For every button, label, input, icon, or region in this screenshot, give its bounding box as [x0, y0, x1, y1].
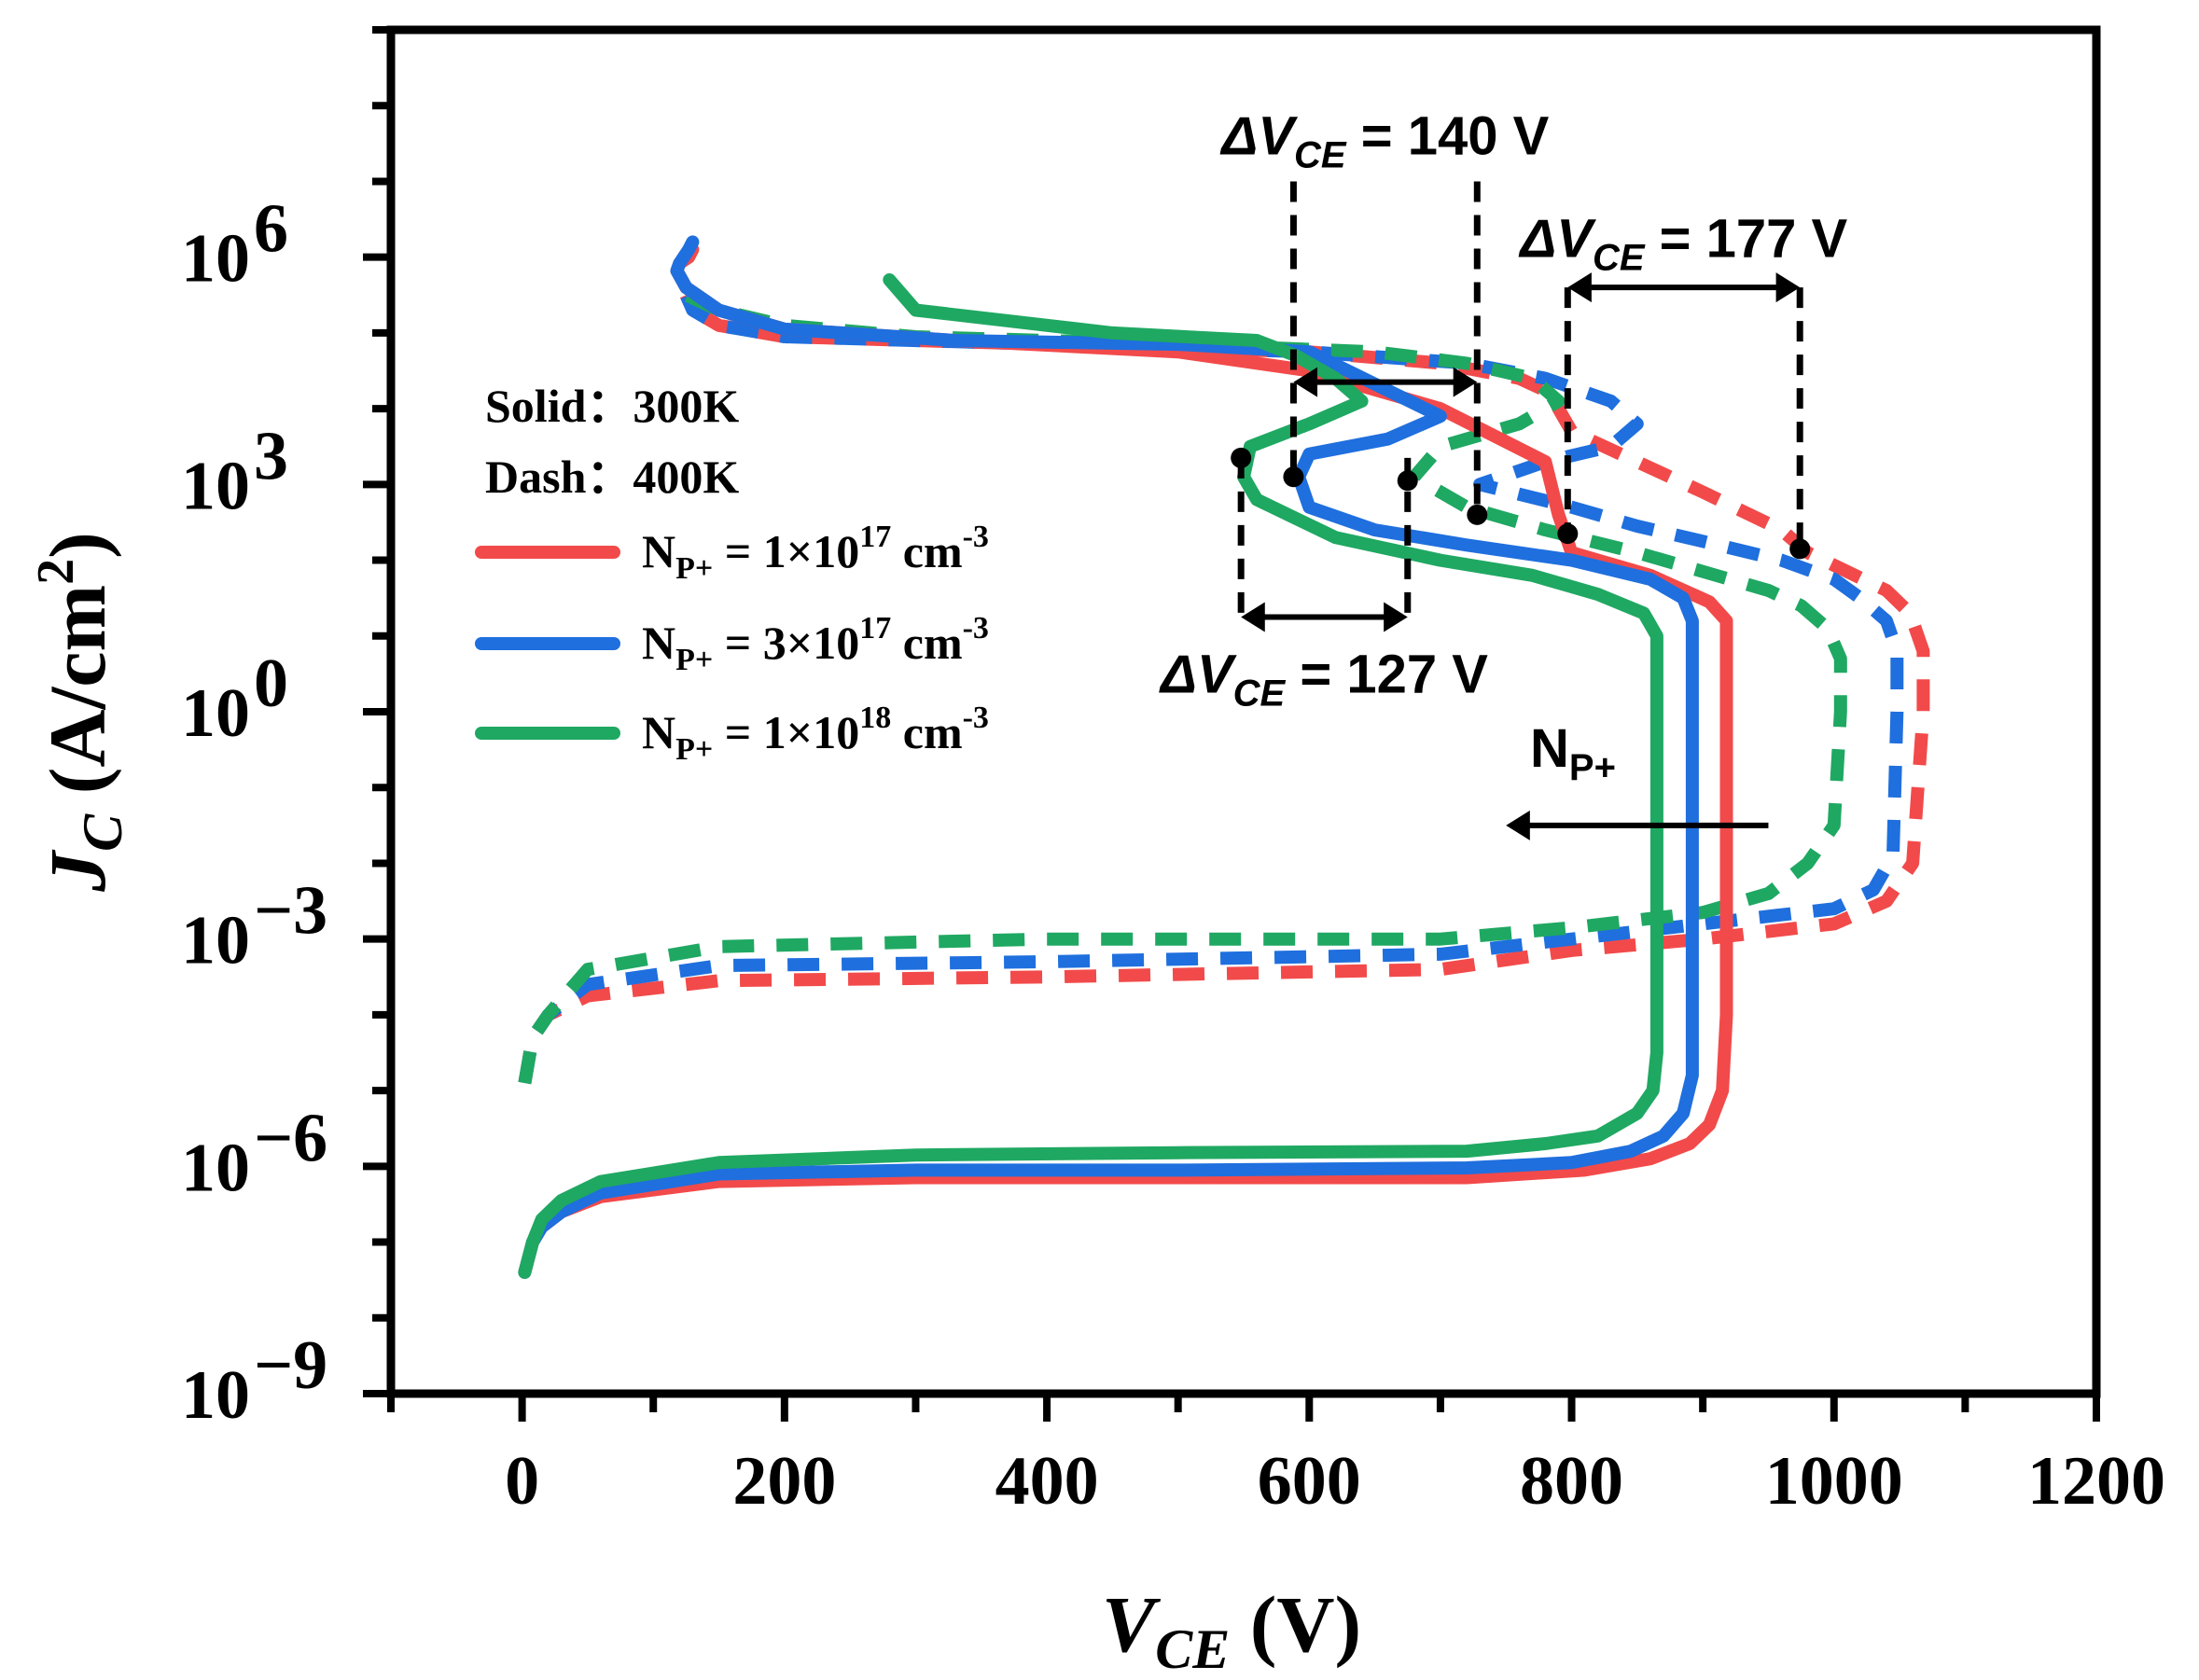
delta-marker	[1789, 538, 1811, 560]
legend-note-solid: Solid：300K	[485, 380, 739, 432]
y-axis-label-unit: (A/cm	[33, 585, 122, 814]
delta-marker	[1467, 504, 1488, 525]
y-tick-label-exp: 3	[254, 418, 288, 494]
delta-marker	[1231, 447, 1252, 468]
x-axis-label-sub: CE	[1155, 1618, 1230, 1680]
delta-label: ΔVCE = 127 V	[1159, 644, 1488, 714]
x-tick-label: 1000	[1765, 1443, 1903, 1520]
x-axis-label-unit: (V)	[1230, 1579, 1361, 1669]
delta-marker	[1557, 523, 1579, 545]
x-tick-label: 600	[1258, 1443, 1361, 1520]
delta-label: ΔVCE = 177 V	[1518, 208, 1847, 278]
series-line-1	[518, 235, 1699, 1279]
series-layer	[518, 235, 1930, 1279]
y-tick-label: 10	[181, 903, 250, 979]
arrow-head	[1241, 602, 1265, 632]
y-tick-label-exp: −9	[254, 1327, 327, 1404]
delta-marker	[1283, 466, 1304, 488]
x-tick-label: 0	[505, 1443, 539, 1520]
y-axis-label-sub: C	[72, 813, 133, 852]
x-tick-label: 200	[732, 1443, 836, 1520]
series-line-5	[518, 288, 1847, 1085]
delta-label: ΔVCE = 140 V	[1219, 106, 1549, 176]
arrow-head	[1567, 272, 1592, 303]
x-tick-label: 800	[1520, 1443, 1623, 1520]
y-axis-label-sup: 2	[27, 559, 85, 585]
y-tick-label-exp: −3	[254, 873, 327, 950]
y-tick-label: 10	[181, 221, 250, 298]
y-axis-label-main: J	[33, 849, 122, 893]
arrow-head	[1506, 810, 1530, 840]
legend-entry-1e17: NP+ = 1×1017 cm-3	[642, 520, 989, 586]
delta-annotation-1: ΔVCE = 177 V	[1518, 208, 1848, 560]
y-tick-label-exp: −6	[254, 1100, 327, 1176]
annotation-layer: ΔVCE = 140 V ΔVCE = 177 V ΔVCE = 127 V	[1159, 106, 1848, 840]
y-axis-label: JC (A/cm2)	[27, 532, 133, 893]
x-axis-label: VCE (V)	[1102, 1579, 1361, 1680]
arrow-head	[1453, 367, 1478, 397]
y-tick-label: 10	[181, 448, 250, 524]
arrow-head	[1775, 272, 1801, 303]
arrow-head	[1384, 602, 1408, 632]
legend-note-dash: Dash：400K	[485, 451, 739, 503]
legend-entry-3e17: NP+ = 3×1017 cm-3	[642, 611, 989, 677]
legend-entry-1e18: NP+ = 1×1018 cm-3	[642, 701, 989, 767]
delta-annotation-2: ΔVCE = 127 V	[1159, 447, 1488, 714]
x-tick-label: 1200	[2027, 1443, 2165, 1520]
x-tick-label: 400	[995, 1443, 1099, 1520]
np-arrow	[1506, 810, 1769, 840]
y-tick-label: 10	[181, 675, 250, 752]
y-tick-label: 10	[181, 1357, 250, 1434]
arrow-head	[1293, 367, 1318, 397]
y-tick-label-exp: 6	[254, 191, 288, 268]
delta-annotation-0: ΔVCE = 140 V	[1219, 106, 1550, 525]
delta-marker	[1397, 470, 1418, 492]
y-tick-label: 10	[181, 1130, 250, 1206]
y-axis-label-close: )	[33, 532, 122, 559]
y-tick-label-exp: 0	[254, 646, 288, 722]
np-arrow-label: NP+	[1530, 718, 1616, 788]
x-axis-label-main: V	[1102, 1579, 1162, 1669]
legend: Solid：300K Dash：400K NP+ = 1×1017 cm-3 N…	[475, 380, 989, 767]
